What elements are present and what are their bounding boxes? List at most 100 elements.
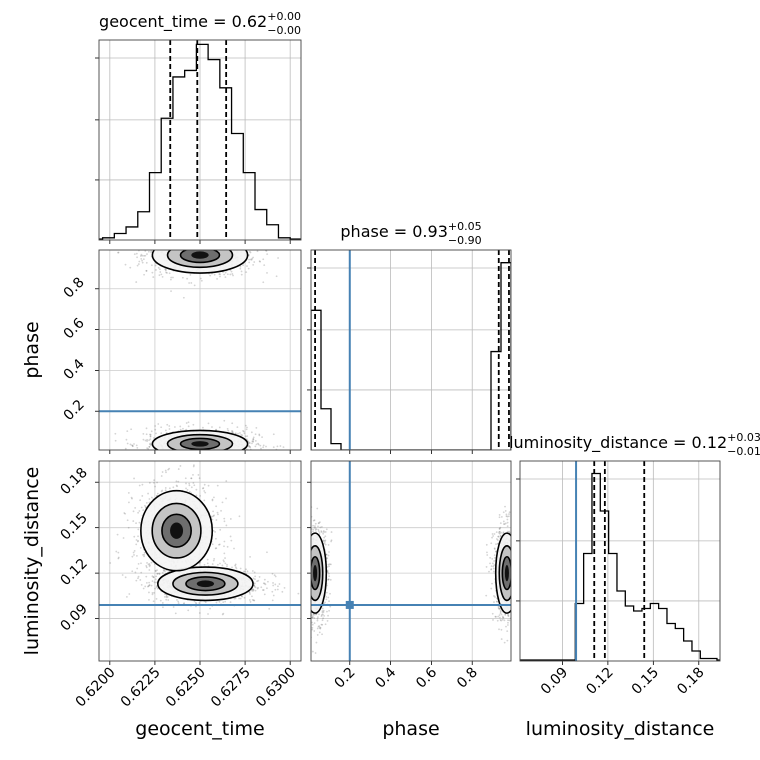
sample-point xyxy=(131,497,133,500)
sample-point xyxy=(212,559,215,562)
sample-point xyxy=(203,242,205,244)
sample-point xyxy=(302,574,304,576)
sample-point xyxy=(181,243,183,245)
sample-point xyxy=(306,576,308,578)
histogram-bar xyxy=(138,212,150,240)
sample-point xyxy=(271,572,274,575)
contour xyxy=(161,513,192,548)
sample-point xyxy=(306,581,308,583)
sample-point xyxy=(226,241,228,243)
scatter-phase-luminosity_distance-plot-area xyxy=(298,461,514,661)
sample-point xyxy=(130,496,133,499)
sample-point xyxy=(154,248,156,250)
sample-point xyxy=(183,246,185,248)
sample-point xyxy=(181,228,183,230)
sample-point xyxy=(315,641,318,644)
sample-point xyxy=(319,521,321,524)
histogram-bar xyxy=(667,624,675,662)
sample-point xyxy=(231,455,233,457)
sample-point xyxy=(193,600,196,603)
sample-point xyxy=(306,559,308,561)
sample-point xyxy=(136,567,139,570)
sample-point xyxy=(254,575,257,578)
sample-point xyxy=(132,551,135,554)
sample-point xyxy=(156,572,159,575)
sample-point xyxy=(195,456,197,458)
sample-point xyxy=(308,563,310,565)
sample-point xyxy=(232,247,234,249)
sample-point xyxy=(303,572,305,574)
sample-point xyxy=(187,609,190,612)
sample-point xyxy=(504,510,507,512)
sample-point xyxy=(511,558,513,560)
y-tick-label: 0.09 xyxy=(57,601,90,634)
sample-point xyxy=(242,429,244,432)
sample-point xyxy=(311,616,314,619)
sample-point xyxy=(254,589,257,592)
sample-point xyxy=(142,258,145,261)
sample-point xyxy=(183,246,185,248)
sample-point xyxy=(230,270,233,273)
sample-point xyxy=(234,564,237,567)
sample-point xyxy=(150,584,153,587)
sample-point xyxy=(492,619,494,621)
sample-point xyxy=(195,453,197,455)
axes-frame xyxy=(310,249,512,451)
sample-point xyxy=(307,584,309,586)
sample-point xyxy=(200,247,202,249)
hist-phase-panel: phase = 0.93+0.05−0.90 xyxy=(307,220,512,454)
sample-point xyxy=(512,620,514,622)
sample-point xyxy=(317,625,320,628)
sample-point xyxy=(166,454,168,456)
sample-point xyxy=(115,550,118,553)
sample-point xyxy=(204,491,207,494)
sample-point xyxy=(272,433,275,436)
sample-point xyxy=(124,512,127,515)
sample-point xyxy=(253,585,256,588)
sample-point xyxy=(309,575,311,577)
sample-point xyxy=(253,571,256,574)
sample-point xyxy=(133,535,136,538)
sample-point xyxy=(260,586,263,589)
sample-point xyxy=(258,576,261,578)
sample-point xyxy=(224,248,226,250)
sample-point xyxy=(190,247,192,249)
sample-point xyxy=(308,568,310,570)
sample-point xyxy=(220,455,222,457)
sample-point xyxy=(178,246,180,248)
sample-point xyxy=(168,453,170,455)
sample-point xyxy=(308,609,310,611)
sample-point xyxy=(262,444,265,447)
sample-point xyxy=(263,264,266,267)
sample-point xyxy=(149,435,152,437)
sample-point xyxy=(137,575,140,578)
sample-point xyxy=(142,432,145,435)
sample-point xyxy=(222,452,224,454)
sample-point xyxy=(161,242,163,244)
sample-point xyxy=(298,554,300,556)
sample-point xyxy=(203,462,205,464)
sample-point xyxy=(180,452,182,454)
sample-point xyxy=(303,576,305,578)
sample-point xyxy=(198,477,201,480)
sample-point xyxy=(254,578,256,581)
sample-point xyxy=(307,614,309,616)
sample-point xyxy=(306,585,308,587)
sample-point xyxy=(202,237,204,239)
sample-point xyxy=(261,589,264,591)
sample-point xyxy=(145,433,148,436)
sample-point xyxy=(252,599,255,602)
sample-point xyxy=(271,590,274,593)
histogram-bar xyxy=(255,210,267,240)
sample-point xyxy=(226,428,229,430)
sample-point xyxy=(135,243,137,245)
sample-point xyxy=(252,256,255,259)
axes-frame xyxy=(98,460,302,662)
sample-point xyxy=(172,453,174,455)
sample-point xyxy=(304,608,306,610)
sample-point xyxy=(146,253,148,255)
sample-point xyxy=(157,423,160,425)
histogram-bar xyxy=(592,474,600,662)
sample-point xyxy=(324,539,327,542)
sample-point xyxy=(198,602,201,604)
